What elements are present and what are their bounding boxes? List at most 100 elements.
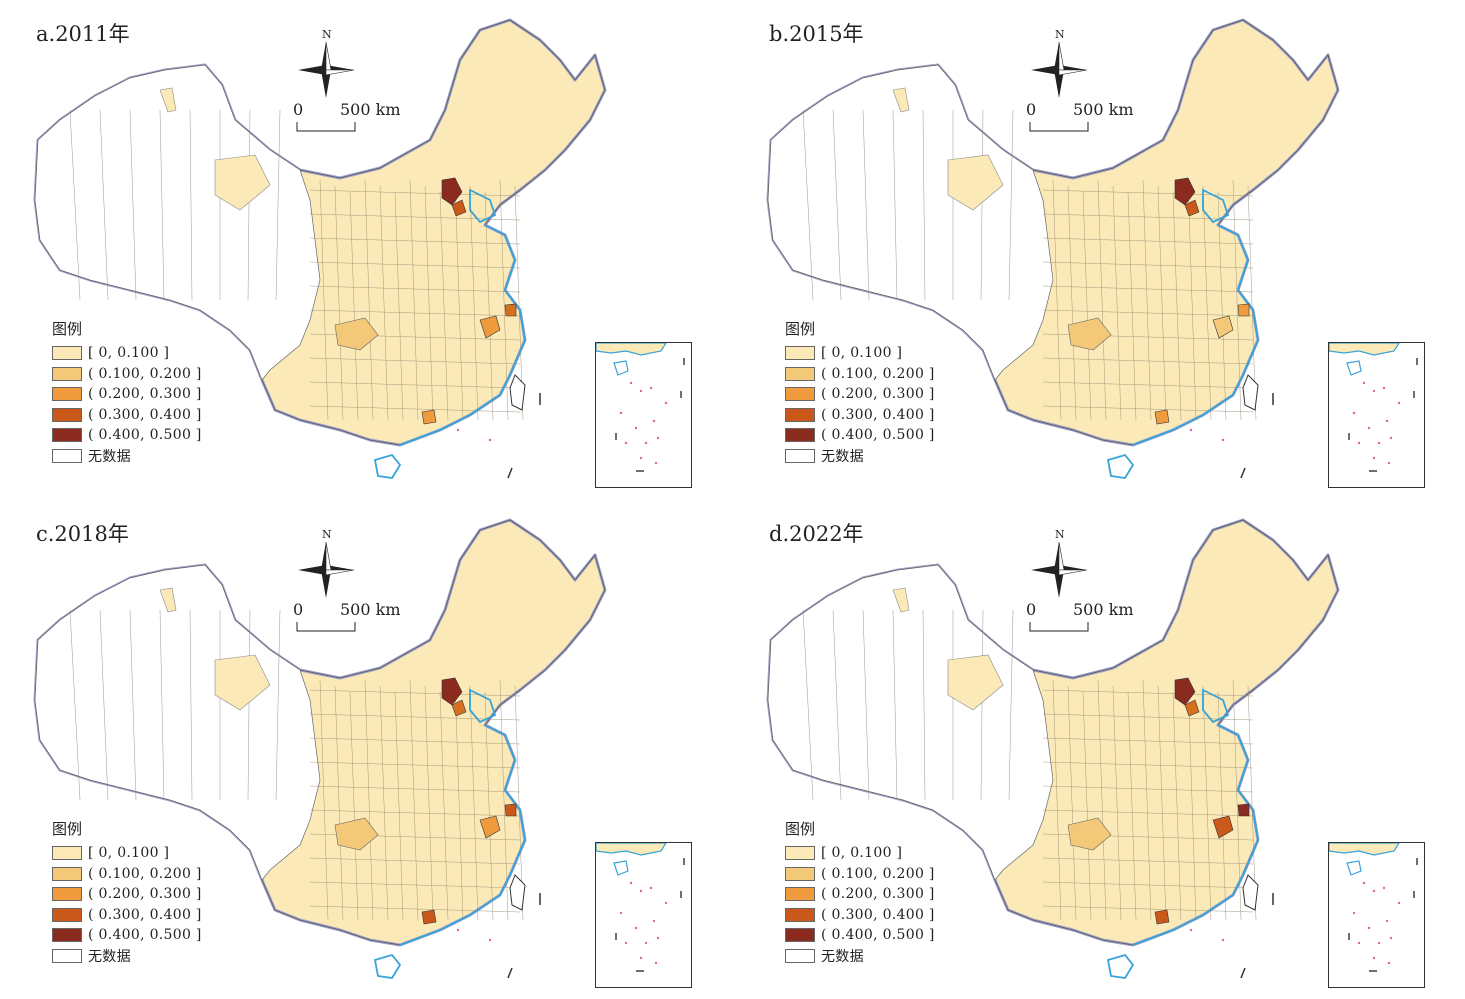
boundary-line	[1112, 185, 1122, 421]
scale-bar	[296, 122, 356, 132]
legend: 图例 [ 0, 0.100 ] ( 0.100, 0.200 ] ( 0.200…	[52, 818, 202, 966]
inset-island-dot	[624, 941, 628, 945]
chongqing-region	[334, 817, 379, 851]
tianjin-region	[1184, 699, 1200, 717]
legend-label: ( 0.300, 0.400 ]	[821, 406, 935, 423]
scale-zero-label: 0	[1026, 100, 1037, 119]
legend-label: ( 0.400, 0.500 ]	[88, 427, 202, 444]
legend-item: ( 0.100, 0.200 ]	[52, 364, 202, 385]
inset-island-dot	[634, 926, 638, 930]
inset-island-dot	[639, 956, 643, 960]
boundary-line	[309, 809, 521, 817]
compass-icon: N	[1031, 28, 1088, 98]
inset-map	[1328, 842, 1418, 972]
panel-title: c.2018年	[36, 522, 129, 546]
beijing-region	[441, 177, 463, 206]
boundary-dash	[1240, 967, 1246, 979]
inset-island-dot	[1397, 401, 1401, 405]
boundary-line	[275, 109, 281, 301]
scale-bar	[1029, 622, 1089, 632]
bohai-coast	[1202, 688, 1230, 724]
boundary-line	[309, 309, 521, 317]
inset-island-dot	[644, 441, 648, 445]
beijing-region	[441, 677, 463, 706]
legend-title: 图例	[785, 820, 816, 838]
boundary-line	[892, 109, 898, 301]
boundary-line	[319, 679, 329, 921]
boundary-line	[454, 179, 464, 421]
inset-coast	[1328, 342, 1401, 356]
inset-island-dot	[639, 389, 643, 393]
inset-map	[595, 342, 685, 472]
inset-island-dot	[1382, 886, 1386, 890]
legend-swatch	[52, 948, 82, 963]
boundary-line	[1157, 685, 1167, 921]
boundary-line	[862, 109, 870, 301]
scale-distance-label: 500 km	[1073, 600, 1134, 619]
legend-label: ( 0.400, 0.500 ]	[821, 927, 935, 944]
boundary-line	[484, 691, 494, 921]
map-panel-2011: N a.2011年 0 500 km 图例 [ 0, 0.100 ] ( 0.1…	[0, 0, 732, 499]
inset-island-dot	[1352, 411, 1356, 415]
boundary-line	[802, 109, 814, 301]
legend-label: ( 0.200, 0.300 ]	[821, 886, 935, 903]
inset-island-dot	[1372, 456, 1376, 460]
boundary-line	[394, 691, 404, 921]
scale-distance-label: 500 km	[340, 100, 401, 119]
boundary-line	[99, 609, 109, 801]
boundary-line	[1042, 761, 1254, 769]
boundary-line	[1042, 905, 1254, 913]
scale-distance-label: 500 km	[1073, 100, 1134, 119]
shanghai-region	[504, 803, 517, 817]
boundary-line	[1042, 785, 1254, 793]
legend: 图例 [ 0, 0.100 ] ( 0.100, 0.200 ] ( 0.200…	[785, 318, 935, 466]
boundary-line	[1142, 679, 1152, 921]
boundary-line	[1042, 309, 1254, 317]
boundary-line	[247, 109, 251, 301]
boundary-line	[1127, 691, 1137, 921]
inset-island-dot	[619, 911, 623, 915]
boundary-line	[1042, 357, 1254, 365]
boundary-line	[892, 609, 898, 801]
boundary-line	[1082, 691, 1092, 921]
legend-label: ( 0.300, 0.400 ]	[88, 406, 202, 423]
hangzhou-region	[479, 815, 501, 839]
china-map: N	[766, 518, 1340, 979]
boundary-dash	[507, 967, 513, 979]
boundary-line	[1082, 191, 1092, 421]
boundary-line	[832, 609, 842, 801]
boundary-line	[309, 237, 521, 245]
inset-island-dot	[639, 456, 643, 460]
legend-swatch	[52, 407, 82, 422]
legend-label: 无数据	[821, 948, 864, 965]
legend-label: ( 0.200, 0.300 ]	[88, 886, 202, 903]
boundary-line	[1008, 109, 1014, 301]
boundary-line	[309, 857, 521, 865]
legend-label: ( 0.300, 0.400 ]	[88, 906, 202, 923]
hainan-island	[373, 953, 402, 979]
boundary-line	[99, 109, 109, 301]
legend: 图例 [ 0, 0.100 ] ( 0.100, 0.200 ] ( 0.200…	[52, 318, 202, 466]
legend-label: [ 0, 0.100 ]	[821, 345, 903, 362]
boundary-line	[309, 261, 521, 269]
china-map: N	[33, 518, 607, 979]
region-patch	[214, 654, 271, 711]
compass-icon: N	[1031, 528, 1088, 598]
legend-label: [ 0, 0.100 ]	[88, 345, 170, 362]
compass-north-label: N	[322, 28, 332, 41]
boundary-line	[1042, 189, 1254, 197]
island-dot	[488, 938, 492, 942]
region-patch	[159, 87, 177, 113]
boundary-line	[1142, 179, 1152, 421]
boundary-line	[309, 405, 521, 413]
hainan-island	[1106, 953, 1135, 979]
island-dot	[1189, 428, 1193, 432]
no-data-region	[767, 64, 1054, 381]
inset-island-dot	[1397, 901, 1401, 905]
boundary-line	[469, 185, 479, 421]
legend-label: ( 0.400, 0.500 ]	[821, 427, 935, 444]
legend-swatch	[785, 346, 815, 361]
inset-map	[1328, 342, 1418, 472]
legend-item: [ 0, 0.100 ]	[52, 343, 202, 364]
legend-swatch	[785, 407, 815, 422]
